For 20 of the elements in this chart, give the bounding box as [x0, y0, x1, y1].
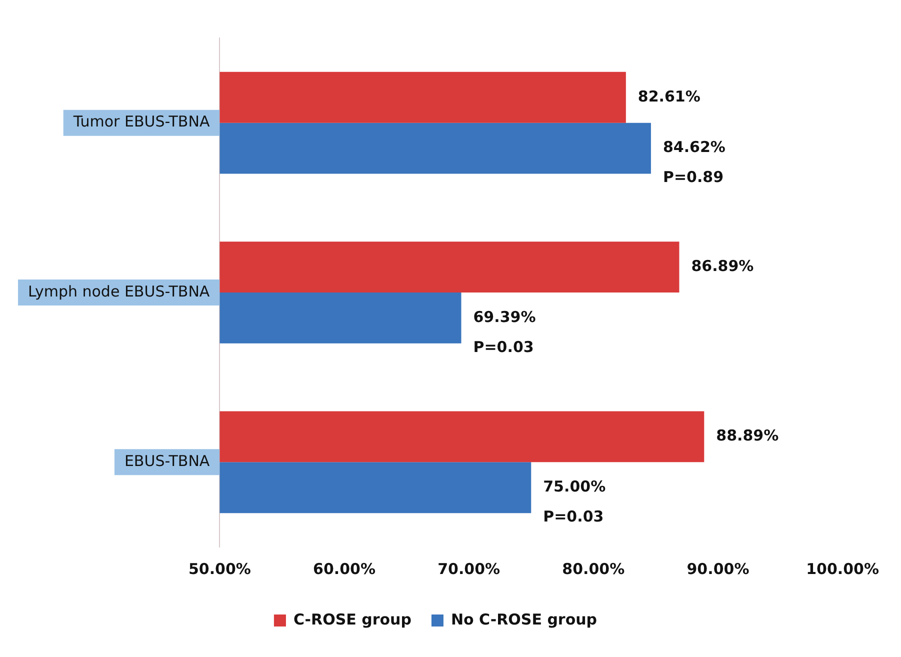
x-tick-label: 50.00% — [188, 560, 251, 578]
y-tick-label: Lymph node EBUS-TBNA — [28, 282, 210, 300]
annotation: P=0.03 — [543, 508, 604, 526]
data-label: 84.62% — [662, 138, 726, 156]
x-tick-label: 80.00% — [562, 560, 625, 578]
legend-label: No C-ROSE group — [450, 610, 598, 628]
data-label: 75.00% — [543, 478, 606, 496]
data-label: 82.61% — [638, 87, 700, 106]
y-tick-label: EBUS-TBNA — [124, 452, 210, 470]
y-tick-label: Tumor EBUS-TBNA — [72, 112, 210, 131]
x-tick-label: 60.00% — [313, 560, 376, 578]
x-tick-label: 90.00% — [686, 560, 750, 578]
annotation: P=0.89 — [662, 168, 724, 186]
annotation: P=0.03 — [473, 338, 534, 356]
data-label: 69.39% — [473, 308, 536, 326]
data-label: 86.89% — [691, 256, 754, 275]
legend-label: C-ROSE group — [293, 610, 412, 628]
x-tick-label: 70.00% — [438, 560, 500, 578]
x-tick-label: 100.00% — [806, 560, 880, 578]
data-label: 88.89% — [716, 426, 779, 445]
